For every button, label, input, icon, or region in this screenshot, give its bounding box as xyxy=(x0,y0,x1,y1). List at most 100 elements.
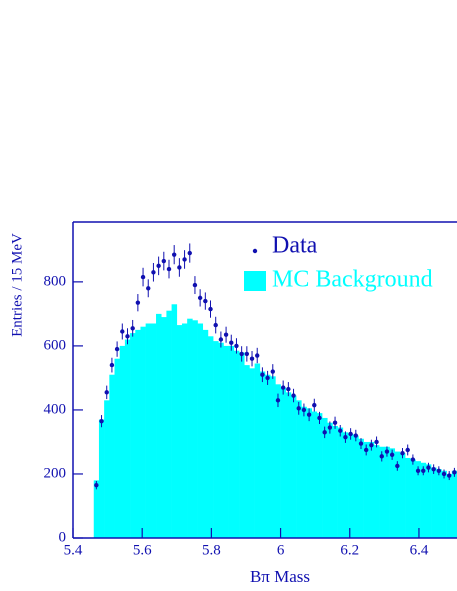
histogram-bar xyxy=(306,408,313,538)
histogram-bar xyxy=(410,459,416,538)
histogram-bar xyxy=(332,425,338,538)
histogram-bar xyxy=(187,318,193,538)
y-tick-label: 0 xyxy=(59,529,67,545)
data-point xyxy=(151,270,156,275)
data-point xyxy=(223,332,229,337)
data-point xyxy=(374,439,379,445)
data-point xyxy=(317,415,322,421)
data-point xyxy=(363,447,369,453)
x-tick-label: 6.2 xyxy=(340,542,359,558)
histogram-bar xyxy=(353,435,359,538)
data-point xyxy=(213,322,218,328)
data-point xyxy=(426,465,431,470)
histogram-bar xyxy=(228,345,235,538)
data-point xyxy=(109,362,115,368)
data-point xyxy=(348,431,353,437)
histogram-bar xyxy=(415,461,421,538)
data-point xyxy=(156,263,161,269)
data-point xyxy=(218,337,224,342)
x-axis-label: Bπ Mass xyxy=(250,567,310,586)
histogram-bar xyxy=(244,365,250,538)
histogram-bar xyxy=(285,392,292,538)
data-point xyxy=(249,356,255,361)
data-point xyxy=(265,375,270,381)
histogram-bar xyxy=(98,419,105,538)
data-point xyxy=(182,257,187,262)
histogram-bar xyxy=(451,470,457,538)
histogram-bar xyxy=(363,441,370,538)
histogram-bar xyxy=(348,433,354,538)
histogram-bar xyxy=(327,422,333,538)
data-point xyxy=(140,274,146,280)
histogram-bar xyxy=(171,304,178,538)
data-point xyxy=(306,412,312,417)
y-tick-label: 400 xyxy=(44,401,67,417)
y-tick-label: 200 xyxy=(44,465,67,481)
data-point xyxy=(389,452,395,457)
histogram-bar xyxy=(166,310,172,538)
histogram-bar xyxy=(254,363,261,538)
data-point xyxy=(286,386,291,392)
data-point xyxy=(120,329,125,334)
histogram-bar xyxy=(233,350,240,538)
data-point xyxy=(130,326,135,331)
histogram-bar xyxy=(109,374,115,538)
histogram-bar xyxy=(135,329,141,538)
data-point xyxy=(322,430,327,435)
histogram-bar xyxy=(446,473,453,538)
data-point xyxy=(270,369,275,374)
histogram-bar xyxy=(296,400,302,538)
histogram-bar xyxy=(104,400,110,538)
histogram-bar xyxy=(130,333,136,538)
histogram-bar xyxy=(119,345,126,538)
data-point xyxy=(125,334,130,339)
histogram-bar xyxy=(280,387,287,538)
histogram-bar xyxy=(290,395,297,538)
data-point xyxy=(441,471,447,477)
data-point xyxy=(260,372,265,377)
legend-label: MC Background xyxy=(272,267,433,293)
data-point xyxy=(187,250,192,256)
data-point xyxy=(229,340,234,345)
data-point xyxy=(192,282,198,288)
data-point xyxy=(255,353,260,358)
data-point xyxy=(400,450,405,456)
histogram-bar xyxy=(140,326,146,538)
data-point xyxy=(452,470,457,475)
histogram-bar xyxy=(436,469,442,538)
data-point xyxy=(353,433,359,438)
histogram-bar xyxy=(218,342,224,538)
data-point xyxy=(332,420,338,425)
y-axis-label: Entries / 15 MeV xyxy=(9,233,25,337)
data-point xyxy=(94,482,99,488)
data-point xyxy=(421,468,426,473)
histogram-bar xyxy=(239,352,245,538)
histogram-bar xyxy=(176,325,183,538)
histogram-bar xyxy=(431,467,437,538)
legend-marker xyxy=(252,248,258,254)
y-tick-label: 600 xyxy=(44,337,67,353)
data-point xyxy=(203,298,208,304)
histogram-bar xyxy=(384,446,390,538)
data-point xyxy=(197,295,203,301)
histogram-bar xyxy=(316,413,323,538)
histogram-bar xyxy=(192,320,198,538)
x-tick-label: 6.4 xyxy=(410,542,429,558)
histogram-bar xyxy=(265,374,271,538)
histogram-bar xyxy=(161,317,167,538)
data-point xyxy=(338,428,343,433)
histogram-bar xyxy=(124,339,131,538)
data-point xyxy=(280,385,286,390)
histogram-bar xyxy=(394,451,401,538)
data-point xyxy=(244,351,250,357)
histogram-bar xyxy=(249,368,255,538)
data-point xyxy=(166,266,172,272)
histogram-bar xyxy=(405,457,411,538)
data-point xyxy=(99,418,104,424)
data-point xyxy=(275,398,281,403)
histogram-bar xyxy=(337,427,344,538)
histogram-bar xyxy=(322,417,328,538)
data-point xyxy=(369,442,374,448)
